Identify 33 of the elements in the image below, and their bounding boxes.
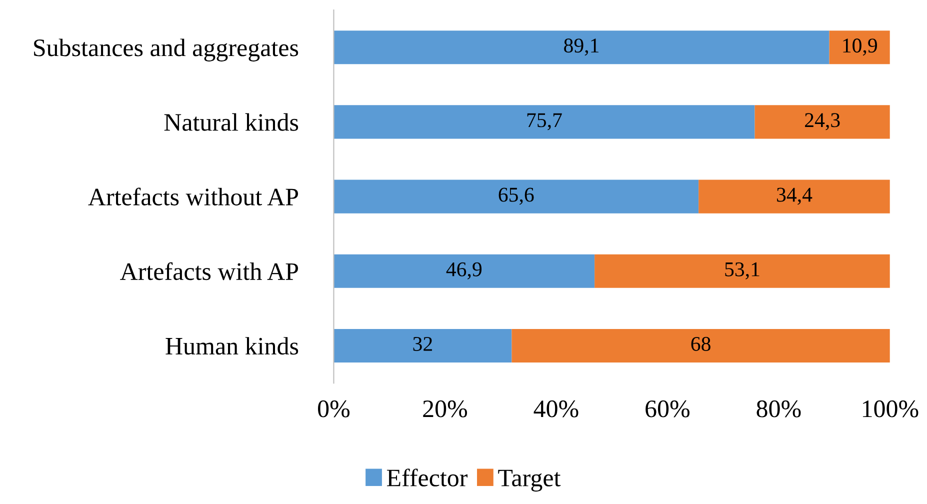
data-label: 53,1 (725, 262, 760, 280)
bar (512, 328, 890, 363)
bar (334, 328, 512, 363)
data-label: 75,7 (527, 113, 562, 130)
y-tick-label: Human kinds (166, 337, 298, 355)
bar (334, 180, 699, 214)
data-label: 34,4 (777, 188, 812, 205)
y-tick-label: Artefacts without AP (88, 188, 298, 206)
y-tick-label: Artefacts with AP (120, 262, 298, 280)
y-tick-label: Natural kinds (164, 113, 298, 131)
x-tick-label: 40% (534, 400, 578, 418)
data-label: 89,1 (564, 38, 598, 56)
bar (334, 254, 595, 288)
x-tick-label: 20% (423, 400, 468, 418)
data-label: 24,3 (805, 113, 840, 130)
bar (334, 105, 755, 139)
x-tick-label: 100% (862, 400, 918, 418)
data-label: 68 (691, 336, 710, 351)
legend-label: Target (498, 470, 561, 492)
legend-label: Effector (386, 468, 468, 486)
y-tick-label: Substances and aggregates (34, 38, 298, 62)
bar (754, 105, 890, 139)
x-tick-label: 60% (646, 400, 690, 418)
x-tick-label: 0% (318, 400, 350, 418)
bar (594, 254, 890, 288)
bar (829, 30, 890, 64)
data-label: 46,9 (446, 262, 482, 280)
data-label: 32 (413, 336, 432, 351)
data-label: 65,6 (498, 188, 534, 205)
bar (334, 30, 830, 64)
bar (698, 180, 890, 214)
data-label: 10,9 (843, 38, 877, 56)
x-tick-label: 80% (756, 400, 801, 418)
